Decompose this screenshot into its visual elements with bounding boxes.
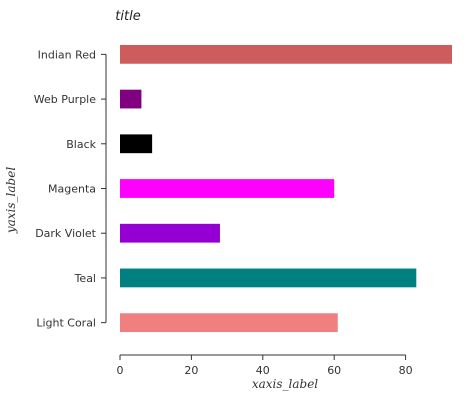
bar-black bbox=[120, 134, 153, 154]
y-tick-label-magenta: Magenta bbox=[48, 183, 96, 196]
x-tick-label-60: 60 bbox=[327, 364, 341, 377]
y-tick-label-indian-red: Indian Red bbox=[38, 48, 96, 61]
y-axis: Light Coral Teal Dark Violet Magenta Black We… bbox=[34, 48, 107, 330]
y-axis-label: yaxis_label bbox=[4, 167, 18, 234]
y-tick-label-light-coral: Light Coral bbox=[36, 317, 96, 330]
bar-dark-violet bbox=[120, 223, 220, 243]
y-tick-label-black: Black bbox=[66, 138, 96, 151]
bar-teal bbox=[120, 268, 417, 288]
x-tick-label-20: 20 bbox=[184, 364, 198, 377]
y-tick-label-dark-violet: Dark Violet bbox=[35, 227, 96, 240]
bar-magenta bbox=[120, 179, 335, 198]
x-axis-label: xaxis_label bbox=[252, 377, 318, 391]
y-tick-label-web-purple: Web Purple bbox=[34, 93, 96, 106]
y-ticks: Light Coral Teal Dark Violet Magenta Black We… bbox=[34, 48, 106, 330]
bar-web-purple bbox=[120, 89, 142, 109]
y-tick-label-teal: Teal bbox=[74, 272, 96, 285]
x-ticks: 0 20 40 60 80 bbox=[117, 355, 413, 377]
x-tick-label-40: 40 bbox=[256, 364, 270, 377]
x-tick-label-0: 0 bbox=[117, 364, 124, 377]
bar-light-coral bbox=[120, 313, 338, 333]
x-axis: 0 20 40 60 80 bbox=[117, 354, 413, 377]
chart-title: title bbox=[115, 9, 140, 24]
bar-indian-red bbox=[120, 44, 452, 64]
bars-group bbox=[120, 44, 452, 333]
x-tick-label-80: 80 bbox=[399, 364, 413, 377]
